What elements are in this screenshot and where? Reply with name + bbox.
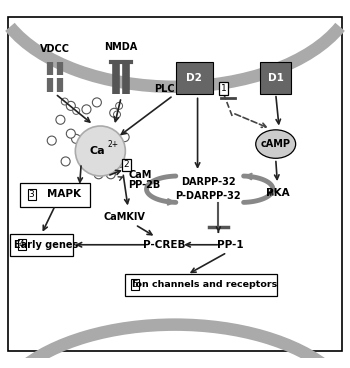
Text: PP-1: PP-1 <box>217 240 244 250</box>
Circle shape <box>66 129 75 138</box>
Text: DARPP-32: DARPP-32 <box>181 177 235 187</box>
Text: cAMP: cAMP <box>261 139 291 149</box>
Circle shape <box>120 132 129 142</box>
Text: PLC: PLC <box>154 84 175 93</box>
Text: PKA: PKA <box>266 188 289 198</box>
Circle shape <box>94 170 103 179</box>
Text: 1: 1 <box>221 84 226 93</box>
FancyBboxPatch shape <box>125 274 278 296</box>
Text: D2: D2 <box>186 73 202 83</box>
Circle shape <box>82 105 91 114</box>
Circle shape <box>61 98 68 105</box>
Text: 2+: 2+ <box>108 140 119 149</box>
Circle shape <box>56 115 65 124</box>
Text: Ca: Ca <box>89 146 105 156</box>
FancyBboxPatch shape <box>260 63 291 94</box>
Text: PP-2B: PP-2B <box>128 180 160 190</box>
Text: 5: 5 <box>132 280 138 289</box>
Circle shape <box>75 126 125 176</box>
Ellipse shape <box>256 130 296 158</box>
Text: P-CREB: P-CREB <box>144 240 186 250</box>
Circle shape <box>73 107 80 114</box>
Circle shape <box>92 98 102 107</box>
Circle shape <box>115 159 124 168</box>
Text: VDCC: VDCC <box>40 44 70 54</box>
Text: D1: D1 <box>268 73 284 83</box>
Text: 2: 2 <box>124 160 129 169</box>
Text: Early genes: Early genes <box>14 240 79 250</box>
Circle shape <box>66 101 75 110</box>
Circle shape <box>47 136 56 145</box>
FancyBboxPatch shape <box>176 63 212 94</box>
Text: 4: 4 <box>19 240 25 249</box>
Circle shape <box>113 111 120 118</box>
FancyBboxPatch shape <box>10 234 72 256</box>
FancyBboxPatch shape <box>21 183 90 206</box>
Text: MAPK: MAPK <box>47 190 81 199</box>
FancyBboxPatch shape <box>8 17 342 351</box>
Circle shape <box>106 170 115 179</box>
Text: CaM: CaM <box>128 170 152 180</box>
Text: NMDA: NMDA <box>105 42 138 52</box>
Text: 3: 3 <box>29 190 34 199</box>
Circle shape <box>61 157 70 166</box>
Text: P-DARPP-32: P-DARPP-32 <box>175 191 241 201</box>
Circle shape <box>116 102 122 109</box>
Text: CaMKIV: CaMKIV <box>104 212 146 222</box>
Text: Ion channels and receptors: Ion channels and receptors <box>132 280 277 289</box>
Circle shape <box>110 108 119 117</box>
Circle shape <box>71 134 80 144</box>
